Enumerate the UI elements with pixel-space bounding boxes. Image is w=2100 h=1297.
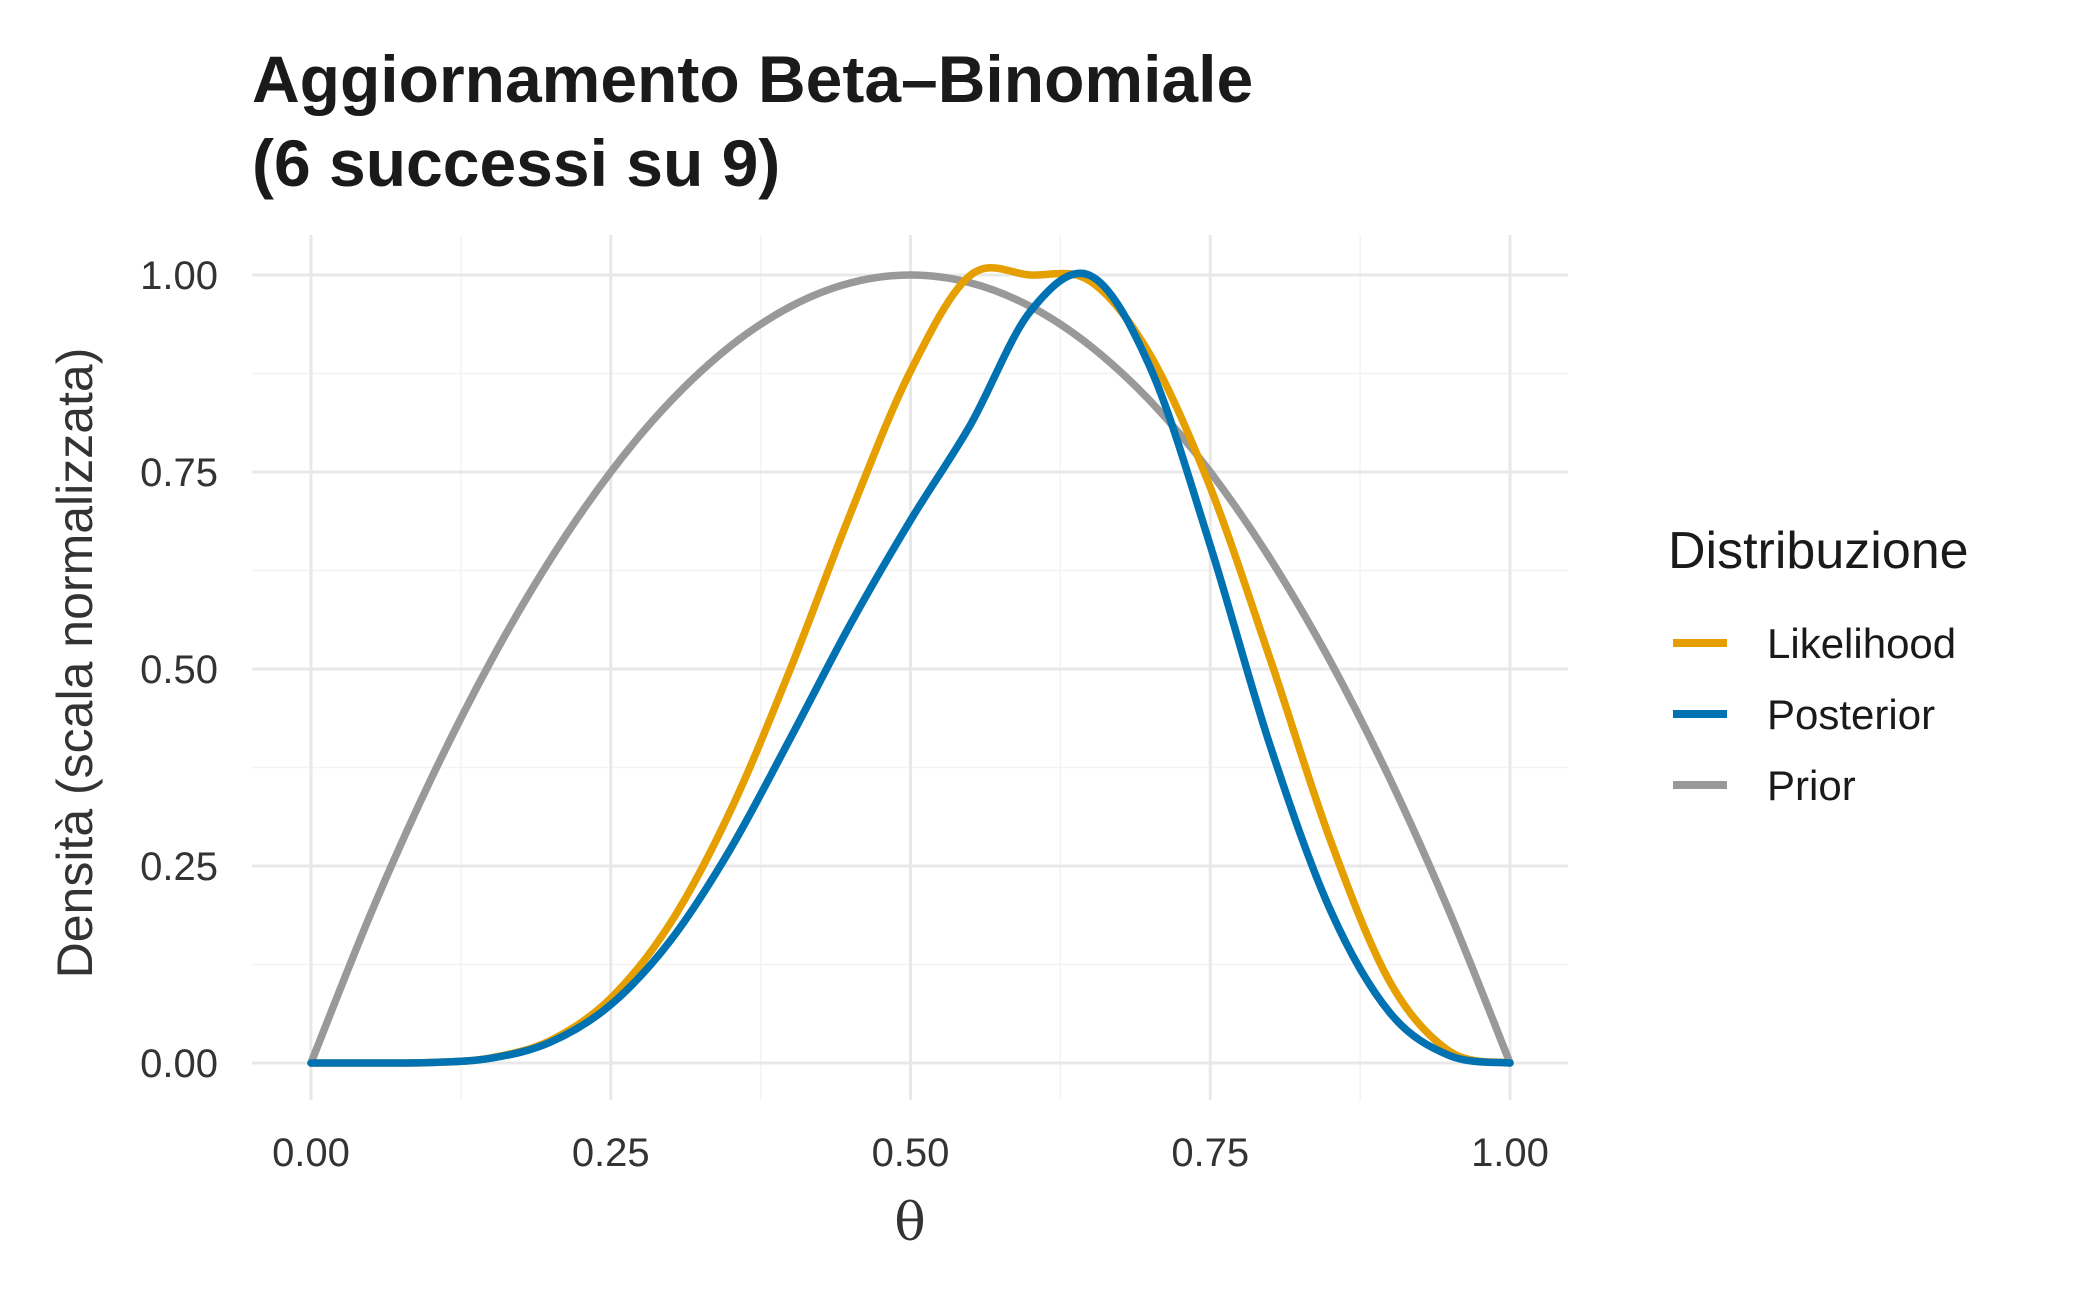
y-tick-label: 1.00: [140, 254, 218, 298]
series-line-posterior: [307, 269, 1514, 1067]
x-tick-label: 0.50: [872, 1131, 950, 1175]
x-tick-label: 0.25: [572, 1131, 650, 1175]
chart-title-line1: Aggiornamento Beta–Binomiale: [252, 42, 1253, 116]
y-tick-label: 0.00: [140, 1042, 218, 1086]
x-axis-ticks: 0.00 0.25 0.50 0.75 1.00: [272, 1131, 1549, 1175]
legend-title: Distribuzione: [1668, 522, 1969, 580]
x-tick-label: 1.00: [1471, 1131, 1549, 1175]
series-line-prior: [307, 271, 1514, 1067]
legend-label-likelihood: Likelihood: [1767, 620, 1956, 667]
series-lines: [307, 264, 1514, 1067]
y-tick-label: 0.75: [140, 451, 218, 495]
x-tick-label: 0.00: [272, 1131, 350, 1175]
chart-title-line2: (6 successi su 9): [252, 126, 780, 200]
x-tick-label: 0.75: [1171, 1131, 1249, 1175]
y-tick-label: 0.50: [140, 648, 218, 692]
y-axis-title: Densità (scala normalizzata): [47, 348, 103, 979]
x-axis-title: θ: [894, 1193, 925, 1253]
legend: Distribuzione Likelihood Posterior Prior: [1668, 522, 1969, 809]
y-tick-label: 0.25: [140, 845, 218, 889]
y-axis-ticks: 0.00 0.25 0.50 0.75 1.00: [140, 254, 218, 1086]
legend-label-posterior: Posterior: [1767, 691, 1935, 738]
legend-label-prior: Prior: [1767, 762, 1856, 809]
